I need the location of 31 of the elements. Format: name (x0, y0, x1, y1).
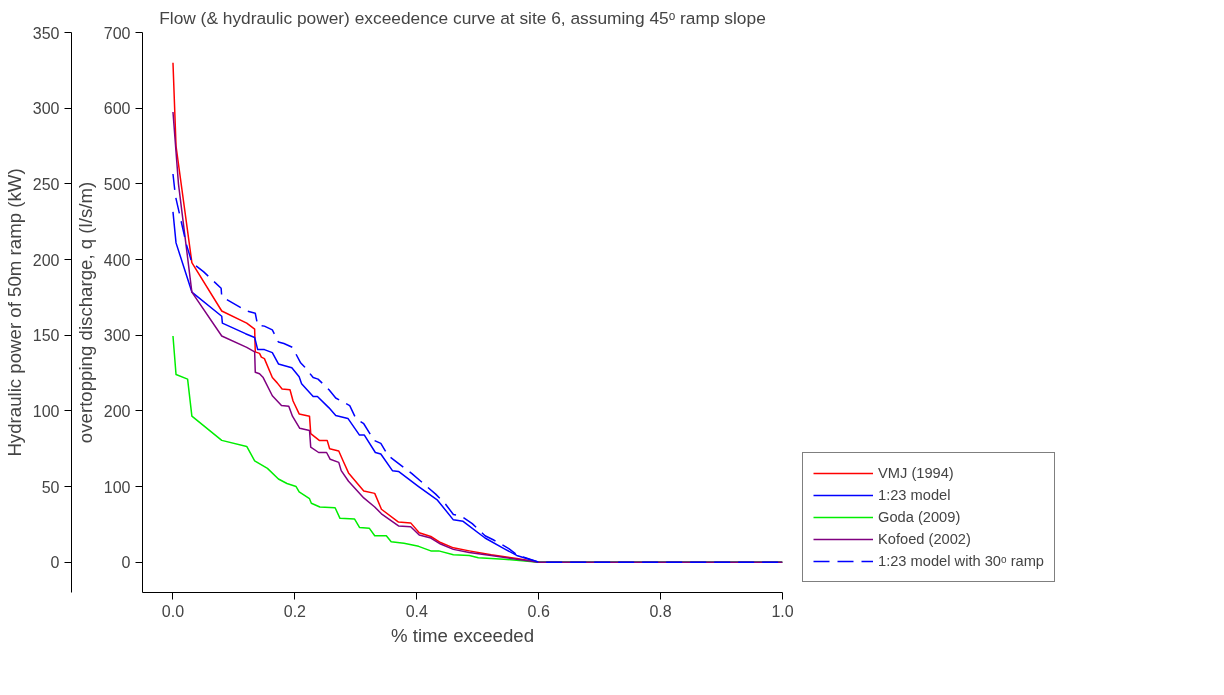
legend-label: 1:23 model (878, 487, 951, 503)
y2-tick-label: 350 (32, 24, 60, 42)
y-tick-label: 600 (103, 100, 131, 118)
y-tick-label: 200 (103, 402, 131, 420)
legend-label: VMJ (1994) (878, 465, 954, 481)
y-tick-label: 500 (103, 175, 131, 193)
y-tick-label: 300 (103, 327, 131, 345)
y-tick-label: 700 (103, 24, 131, 42)
y-tick-label: 0 (121, 554, 131, 572)
y2-tick-label: 50 (41, 478, 60, 496)
x-tick-label: 0.8 (649, 602, 672, 620)
x-tick-label: 1.0 (771, 602, 794, 620)
y-axis-title: overtopping discharge, q (l/s/m) (74, 181, 96, 444)
y2-tick-label: 200 (32, 251, 60, 269)
x-tick-label: 0.0 (161, 602, 185, 620)
y-tick-label: 100 (103, 478, 131, 496)
y2-tick-label: 150 (32, 327, 60, 345)
y2-axis-title: Hydraulic power of 50m ramp (kW) (3, 168, 25, 457)
legend-label: 1:23 model with 30ᵒ ramp (878, 553, 1045, 569)
y2-tick-label: 100 (32, 402, 60, 420)
y2-tick-label: 300 (32, 100, 60, 118)
y-tick-label: 400 (103, 251, 131, 269)
x-tick-label: 0.4 (405, 602, 429, 620)
legend-label: Kofoed (2002) (878, 531, 971, 547)
x-tick-label: 0.6 (527, 602, 550, 620)
legend-label: Goda (2009) (878, 509, 961, 525)
x-axis-title: % time exceeded (390, 624, 535, 646)
y2-tick-label: 0 (50, 554, 60, 572)
x-tick-label: 0.2 (283, 602, 307, 620)
chart-title: Flow (& hydraulic power) exceedence curve at site 6, assuming 45ᵒ ramp slope (159, 7, 766, 28)
y2-tick-label: 250 (32, 175, 60, 193)
